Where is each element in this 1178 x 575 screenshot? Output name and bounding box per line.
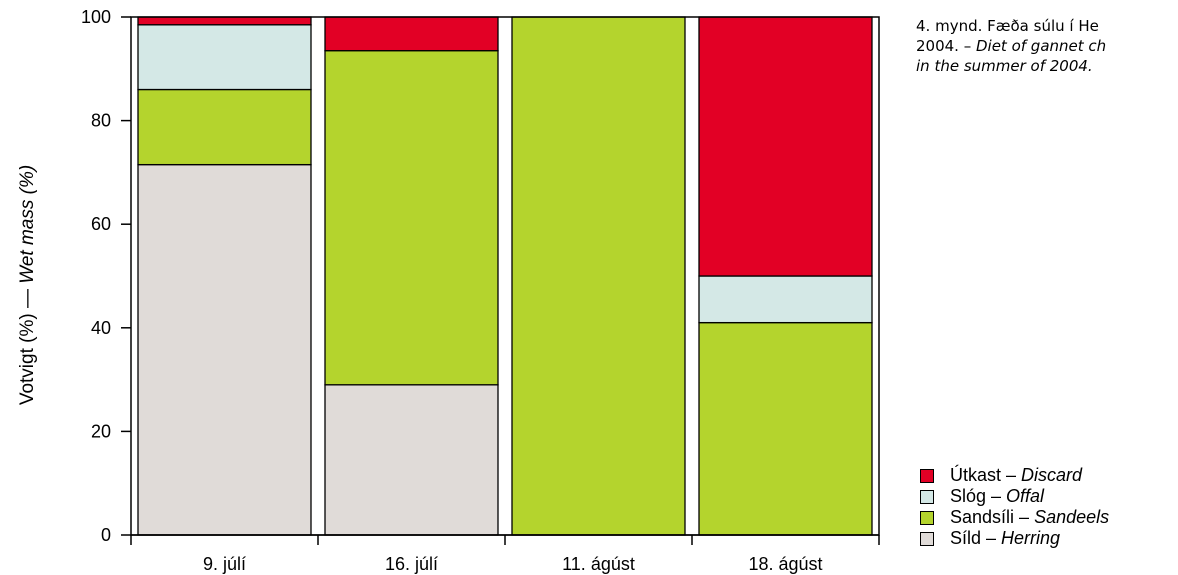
bar-segment-offal-1 [137, 24, 312, 91]
legend-item-discard: Útkast – Discard [920, 465, 1109, 486]
y-tick-label: 100 [81, 7, 111, 27]
legend-item-offal: Slóg – Offal [920, 486, 1109, 507]
bar-segment-sandeels-4 [698, 321, 873, 536]
bar-segment-sandeels-3 [511, 16, 686, 536]
legend-label: Útkast [950, 465, 1002, 485]
bar-segment-herring-1 [137, 163, 312, 536]
y-tick-label: 80 [91, 111, 111, 131]
y-tick-label: 0 [101, 525, 111, 545]
legend-separator: – [986, 528, 997, 548]
bar-segment-offal-4 [698, 275, 873, 324]
legend-label: Slóg [950, 486, 987, 506]
stacked-bar-chart: 0 20 40 60 80 100 9. júlí 16. júlí 11. ágúst 18.… [17, 7, 880, 574]
y-axis-label: Votvigt (%) — Wet mass (%) [17, 165, 38, 405]
legend-item-sandeels: Sandsíli – Sandeels [920, 507, 1109, 528]
legend-label-english: Herring [1001, 528, 1061, 548]
legend-swatch [920, 489, 934, 504]
legend-label-english: Discard [1021, 465, 1083, 485]
legend-item-herring: Síld – Herring [920, 528, 1109, 549]
bar-segment-herring-2 [324, 384, 499, 536]
legend-swatch [920, 468, 934, 483]
x-tick-label: 9. júlí [203, 554, 246, 574]
legend: Útkast – Discard Slóg – Offal Sandsíli – Sandeel… [920, 465, 1109, 549]
legend-separator: – [991, 486, 1002, 506]
y-axis: 0 20 40 60 80 100 [81, 7, 131, 545]
x-tick-label: 11. ágúst [562, 554, 635, 574]
legend-swatch [920, 531, 934, 546]
bar-segment-discard-2 [324, 16, 499, 52]
caption-line-3: in the summer of 2004. [916, 57, 1093, 75]
bar-segment-sandeels-1 [137, 88, 312, 166]
y-tick-label: 20 [91, 421, 111, 441]
bar-segment-discard-4 [698, 16, 873, 277]
caption-line-2: 2004. – Diet of gannet ch [916, 37, 1107, 55]
bar-segment-sandeels-2 [324, 50, 499, 386]
legend-swatch [920, 510, 934, 525]
bar-segment-discard-1 [137, 16, 312, 26]
legend-separator: – [1019, 507, 1030, 527]
x-tick-label: 16. júlí [385, 554, 438, 574]
caption-line-1: 4. mynd. Fæða súlu í He [916, 17, 1099, 35]
y-tick-label: 60 [91, 214, 111, 234]
legend-label-english: Offal [1006, 486, 1045, 506]
plot-area [130, 16, 880, 536]
legend-label: Síld [950, 528, 982, 548]
legend-label-english: Sandeels [1034, 507, 1110, 527]
y-tick-label: 40 [91, 318, 111, 338]
legend-label: Sandsíli [950, 507, 1015, 527]
x-tick-label: 18. ágúst [748, 554, 822, 574]
legend-separator: – [1006, 465, 1017, 485]
figure-caption: 4. mynd. Fæða súlu í He 2004. – Diet of … [916, 16, 1178, 76]
x-axis: 9. júlí 16. júlí 11. ágúst 18. ágúst [130, 534, 880, 574]
